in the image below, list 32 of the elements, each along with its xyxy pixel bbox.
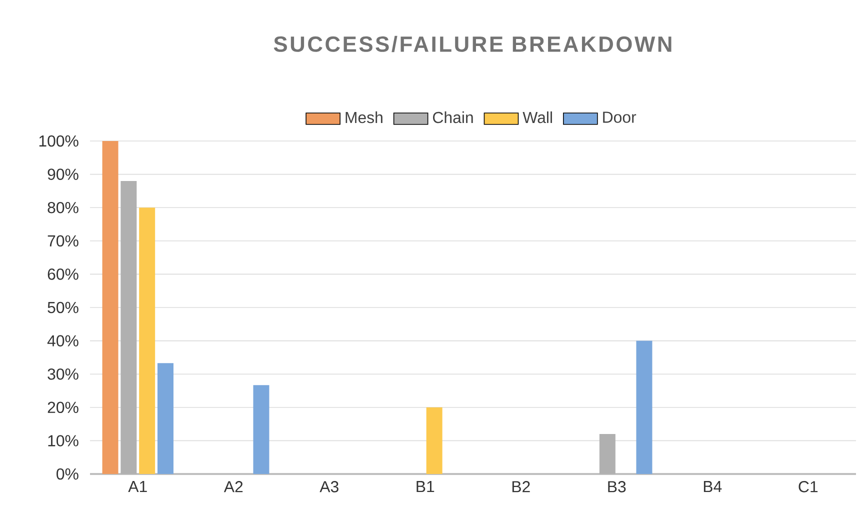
- legend-label: Chain: [433, 111, 473, 124]
- x-tick-label: B2: [512, 481, 530, 492]
- y-tick-label: 20%: [48, 402, 78, 414]
- y-tick-label: 60%: [48, 268, 78, 280]
- x-tick-label: B3: [608, 481, 626, 492]
- x-tick-label: C1: [798, 481, 818, 492]
- bar: [426, 407, 442, 474]
- legend-label: Mesh: [346, 111, 382, 124]
- x-tick-label: A1: [128, 481, 147, 492]
- x-tick-label: A3: [320, 481, 338, 492]
- bar: [253, 385, 270, 474]
- y-tick-label: 70%: [48, 235, 78, 247]
- legend-label: Wall: [522, 111, 552, 124]
- bar: [102, 141, 118, 474]
- bar: [120, 180, 137, 474]
- y-tick-label: 0%: [56, 468, 78, 480]
- chart-title: SUCCESS/FAILURE BREAKDOWN: [274, 36, 672, 52]
- y-tick-label: 30%: [48, 368, 78, 380]
- bar: [636, 340, 652, 474]
- y-tick-label: 80%: [48, 202, 78, 214]
- bar: [139, 208, 156, 474]
- x-tick-label: B4: [704, 481, 722, 492]
- y-tick-label: 40%: [47, 335, 78, 346]
- y-tick-label: 50%: [48, 302, 78, 314]
- y-tick-label: 100%: [39, 135, 78, 147]
- bar: [157, 363, 174, 474]
- y-tick-label: 10%: [48, 435, 78, 446]
- legend-label: Door: [603, 112, 636, 123]
- x-tick-label: A2: [224, 481, 243, 492]
- y-tick-label: 90%: [48, 168, 78, 180]
- bar: [599, 434, 616, 474]
- x-tick-label: B1: [416, 481, 434, 492]
